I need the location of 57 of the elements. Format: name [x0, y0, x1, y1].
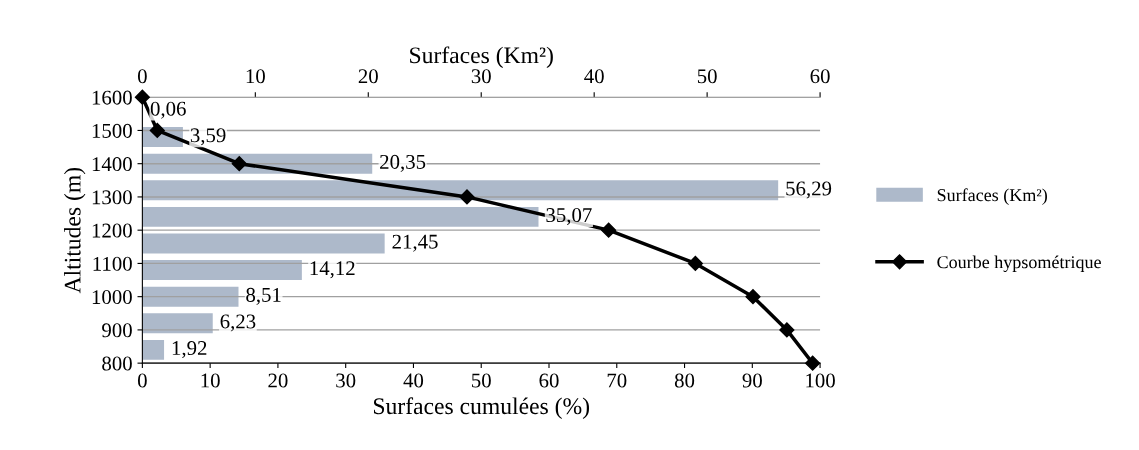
bar [142, 339, 165, 360]
data-label: 14,12 [310, 261, 355, 279]
data-label: 20,35 [380, 154, 426, 172]
data-label: 0,06 [150, 101, 186, 119]
x-tick-label: 60 [539, 373, 559, 388]
y-tick-label: 1000 [92, 290, 132, 305]
y-tick-label: 1600 [92, 90, 132, 105]
x-tick-label: 40 [403, 373, 424, 388]
point [805, 355, 821, 371]
data-label: 1,92 [172, 341, 207, 359]
y-tick-label: 1300 [92, 190, 132, 205]
x-tick-label: 10 [246, 69, 265, 84]
x-tick-label: 90 [742, 373, 762, 388]
x-tick-label: 100 [806, 373, 835, 388]
x-tick-label: 10 [201, 373, 220, 388]
y-axis-title: Altitudes (m) [64, 167, 86, 294]
point [687, 255, 703, 271]
x-tick-label: 20 [268, 373, 288, 388]
x-tick-label: 60 [810, 69, 830, 84]
point [779, 322, 795, 338]
point [745, 289, 761, 305]
point [134, 89, 150, 105]
x-tick-label: 30 [471, 69, 491, 84]
x-tick-label: 50 [472, 373, 491, 388]
y-tick-label: 1500 [92, 123, 132, 138]
x-tick-label: 80 [674, 373, 695, 388]
data-label: 35,07 [546, 208, 592, 226]
point [459, 189, 475, 205]
legend-label: Courbe hypsométrique [937, 255, 1101, 272]
data-label: 3,59 [190, 128, 226, 146]
x-tick-label: 0 [137, 373, 147, 388]
bar [142, 206, 539, 227]
data-label: 6,23 [220, 314, 256, 332]
y-tick-label: 1200 [92, 223, 132, 238]
x-tick-label: 0 [137, 69, 147, 84]
legend-label: Surfaces (Km²) [937, 188, 1047, 205]
data-label: 21,45 [392, 234, 438, 252]
point [231, 156, 247, 172]
x-tick-label: 30 [336, 373, 356, 388]
y-tick-label: 1400 [92, 157, 132, 172]
data-label: 56,29 [786, 181, 832, 199]
bar [142, 286, 239, 307]
bar [142, 233, 385, 254]
x-tick-label: 70 [607, 373, 627, 388]
y-tick-label: 900 [102, 323, 132, 338]
x-tick-label: 50 [697, 69, 717, 84]
x-tick-label: 20 [358, 69, 378, 84]
bar [142, 313, 213, 334]
y-tick-label: 800 [102, 356, 132, 371]
bar [142, 153, 373, 174]
x-axis-title: Surfaces (Km²) [410, 46, 553, 69]
point [601, 222, 617, 238]
x-tick-label: 40 [584, 69, 604, 84]
y-tick-label: 1100 [93, 256, 132, 271]
x-axis-title: Surfaces cumulées (%) [373, 397, 590, 419]
data-label: 8,51 [246, 287, 281, 305]
bar [142, 260, 302, 281]
